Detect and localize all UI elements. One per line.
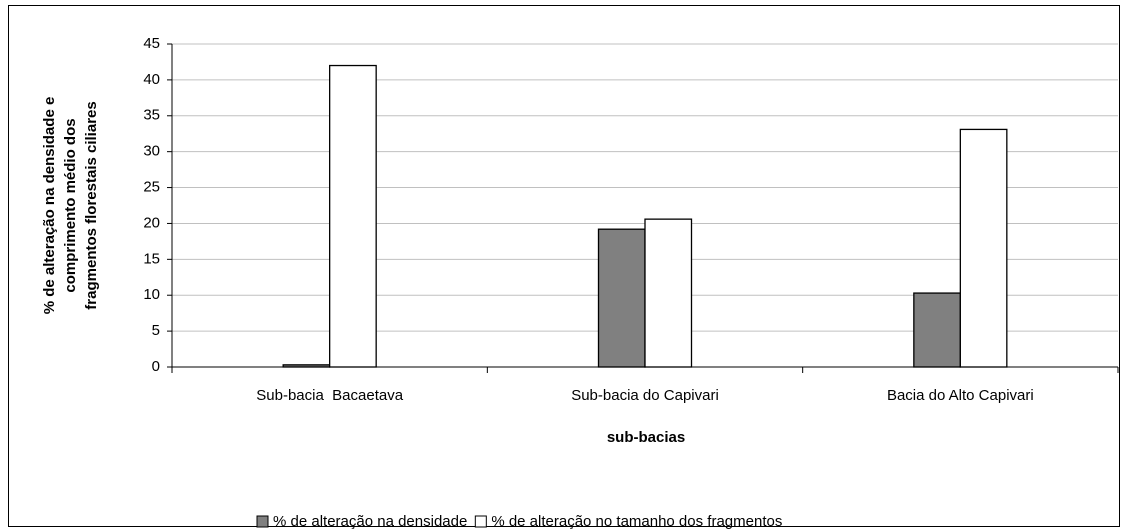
y-tick-label: 35 [143,107,160,124]
x-tick-label: Bacia do Alto Capivari [887,387,1034,404]
y-tick-label: 40 [143,71,160,88]
bar [597,228,646,368]
y-tick-label: 30 [143,143,160,160]
y-axis-title: fragmentos florestais ciliares [83,101,100,309]
x-tick-label: Sub-bacia Bacaetava [256,387,403,404]
y-axis-title: % de alteração na densidade e [41,97,58,315]
legend-swatch [474,515,487,528]
chart-border [8,5,1120,527]
x-axis-title: sub-bacias [607,429,685,446]
y-tick-label: 15 [143,250,160,267]
legend-swatch [256,515,269,528]
y-tick-label: 0 [152,358,160,375]
legend-label: % de alteração na densidade [273,513,467,530]
y-axis-title: comprimento médio dos [62,118,79,292]
bar [329,64,377,368]
y-tick-label: 25 [143,179,160,196]
bar [959,128,1008,368]
y-tick-label: 10 [143,286,160,303]
x-tick-label: Sub-bacia do Capivari [571,387,719,404]
bar [644,218,693,368]
y-tick-label: 20 [143,214,160,231]
y-tick-label: 5 [152,322,160,339]
legend-label: % de alteração no tamanho dos fragmentos [491,513,782,530]
bar [913,292,961,368]
y-tick-label: 45 [143,35,160,52]
